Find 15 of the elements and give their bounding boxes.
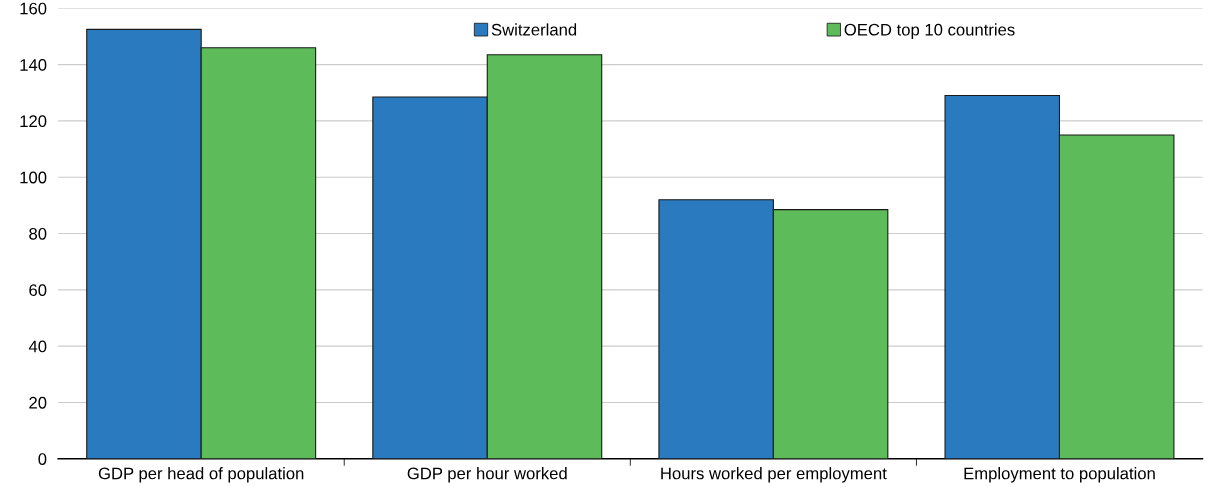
x-tick-label: GDP per head of population [98,467,304,483]
x-tick-label: Hours worked per employment [661,467,887,483]
y-tick-label: 120 [20,115,47,128]
y-tick-label: 60 [29,284,47,297]
legend-label: OECD top 10 countries [844,23,1015,39]
x-tick-label: GDP per hour worked [407,467,567,483]
x-tick-label: Employment to population [964,467,1155,483]
y-tick-label: 140 [20,58,47,71]
legend-label: Switzerland [491,23,577,36]
y-tick-label: 100 [20,171,47,184]
y-tick-label: 0 [38,453,47,465]
y-tick-label: 20 [29,396,47,409]
y-tick-label: 80 [29,227,47,240]
y-tick-label: 40 [28,340,47,353]
y-tick-label: 160 [20,2,47,15]
